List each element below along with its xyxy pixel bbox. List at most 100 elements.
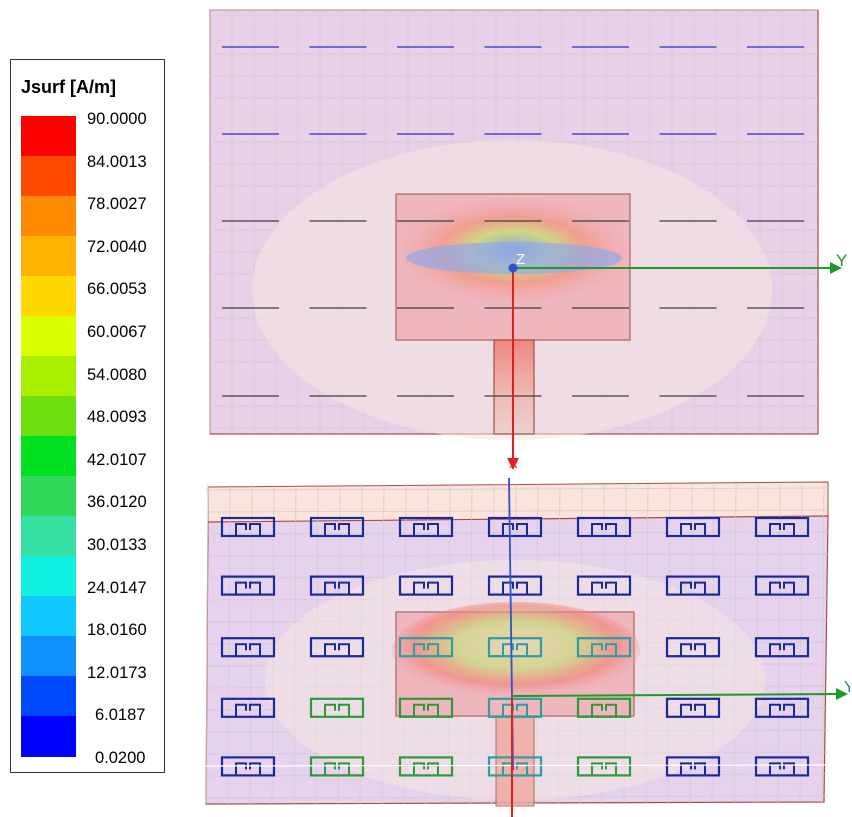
- resonator-outer: [398, 756, 454, 777]
- top-view-viewport[interactable]: Z Y X: [200, 0, 850, 470]
- resonator-outer: [665, 516, 721, 538]
- legend-label: 54.0080: [87, 365, 147, 384]
- resonator-outer: [665, 575, 721, 596]
- resonator-inner: [680, 643, 706, 657]
- resonator-outer: [487, 697, 543, 718]
- resonator-outer: [220, 516, 276, 538]
- resonator-outer: [220, 697, 276, 718]
- x-axis-arrow: [507, 458, 519, 470]
- grid-line: [205, 553, 829, 557]
- resonator-outer: [576, 575, 632, 596]
- grid-line: [205, 487, 829, 491]
- x-axis-label: X: [509, 456, 518, 470]
- resonator-outer: [665, 756, 721, 777]
- resonator-outer: [487, 756, 543, 777]
- legend-swatch: [21, 436, 76, 477]
- legend-label: 24.0147: [87, 578, 147, 597]
- resonator-inner: [235, 703, 261, 717]
- grid-line: [799, 483, 803, 805]
- y-axis: [511, 693, 841, 697]
- y-axis-arrow: [830, 262, 842, 274]
- color-legend: Jsurf [A/m] 90.0000 84.0013 78.0027 72.0040…: [10, 59, 165, 773]
- resonator-inner: [769, 523, 795, 536]
- resonator-outer: [487, 516, 543, 538]
- resonator-outer: [487, 575, 543, 596]
- resonator-inner: [680, 762, 706, 776]
- resonator-outer: [309, 637, 365, 658]
- legend-swatch: [21, 676, 76, 717]
- legend-swatch: [21, 636, 76, 677]
- legend-label: 0.0200: [95, 749, 146, 767]
- legend-swatch: [21, 516, 76, 557]
- legend-label: 90.0000: [87, 110, 147, 128]
- resonator-inner: [769, 703, 795, 717]
- legend-label: 6.0187: [95, 706, 146, 725]
- legend-label: 42.0107: [87, 450, 147, 469]
- resonator-inner: [591, 643, 617, 657]
- grid-line: [205, 531, 829, 535]
- horizontal-guide: [200, 764, 829, 767]
- resonator-outer: [754, 575, 810, 596]
- resonator-inner: [324, 762, 350, 776]
- z-axis-label: Z: [516, 251, 525, 268]
- grid-line: [821, 483, 825, 805]
- legend-label: 72.0040: [87, 237, 147, 256]
- resonator-inner: [591, 703, 617, 717]
- resonator-outer: [398, 637, 454, 658]
- resonator-outer: [576, 756, 632, 777]
- resonator-outer: [576, 697, 632, 718]
- resonator-inner: [235, 523, 261, 536]
- legend-title: Jsurf [A/m]: [21, 77, 117, 97]
- resonator-outer: [576, 516, 632, 538]
- resonator-inner: [413, 523, 439, 536]
- resonator-inner: [413, 762, 439, 776]
- resonator-array: [220, 516, 810, 777]
- resonator-inner: [324, 523, 350, 536]
- resonator-outer: [665, 697, 721, 718]
- legend-label: 36.0120: [87, 493, 147, 512]
- origin-marker: [508, 263, 518, 273]
- resonator-inner: [235, 581, 261, 595]
- resonator-inner: [324, 581, 350, 595]
- resonator-outer: [398, 575, 454, 596]
- legend-swatch: [21, 236, 76, 277]
- resonator-inner: [502, 643, 528, 657]
- legend-label: 78.0027: [87, 195, 147, 214]
- legend-swatch: [21, 596, 76, 637]
- resonator-outer: [309, 697, 365, 718]
- bottom-view-viewport[interactable]: Y: [200, 470, 850, 817]
- feed-line: [495, 715, 535, 807]
- resonator-inner: [502, 581, 528, 595]
- y-axis-label: Y: [844, 679, 850, 696]
- resonator-inner: [680, 581, 706, 595]
- legend-label: 60.0067: [87, 323, 147, 341]
- legend-label: 66.0053: [87, 280, 147, 299]
- legend-swatch: [21, 116, 76, 157]
- resonator-outer: [309, 516, 365, 538]
- y-axis-label: Y: [836, 251, 847, 270]
- legend-label: 84.0013: [87, 152, 147, 171]
- y-axis-arrow: [836, 688, 848, 700]
- legend-swatch: [21, 276, 76, 317]
- legend-label: 48.0093: [87, 408, 147, 427]
- legend-swatch: [21, 716, 76, 757]
- legend-swatch: [21, 476, 76, 517]
- resonator-inner: [769, 581, 795, 595]
- resonator-inner: [235, 643, 261, 657]
- legend-label: 18.0160: [87, 621, 147, 640]
- legend-swatch: [21, 556, 76, 597]
- legend-label: 30.0133: [87, 536, 147, 554]
- legend-label: 12.0173: [87, 663, 147, 682]
- resonator-inner: [769, 643, 795, 657]
- resonator-outer: [754, 516, 810, 538]
- resonator-outer: [398, 516, 454, 538]
- resonator-outer: [576, 637, 632, 658]
- resonator-outer: [309, 575, 365, 596]
- resonator-inner: [591, 762, 617, 776]
- current-core: [406, 242, 622, 274]
- grid-line: [205, 509, 829, 513]
- resonator-inner: [591, 523, 617, 536]
- legend-swatch: [21, 356, 76, 397]
- resonator-inner: [680, 703, 706, 717]
- resonator-inner: [413, 643, 439, 657]
